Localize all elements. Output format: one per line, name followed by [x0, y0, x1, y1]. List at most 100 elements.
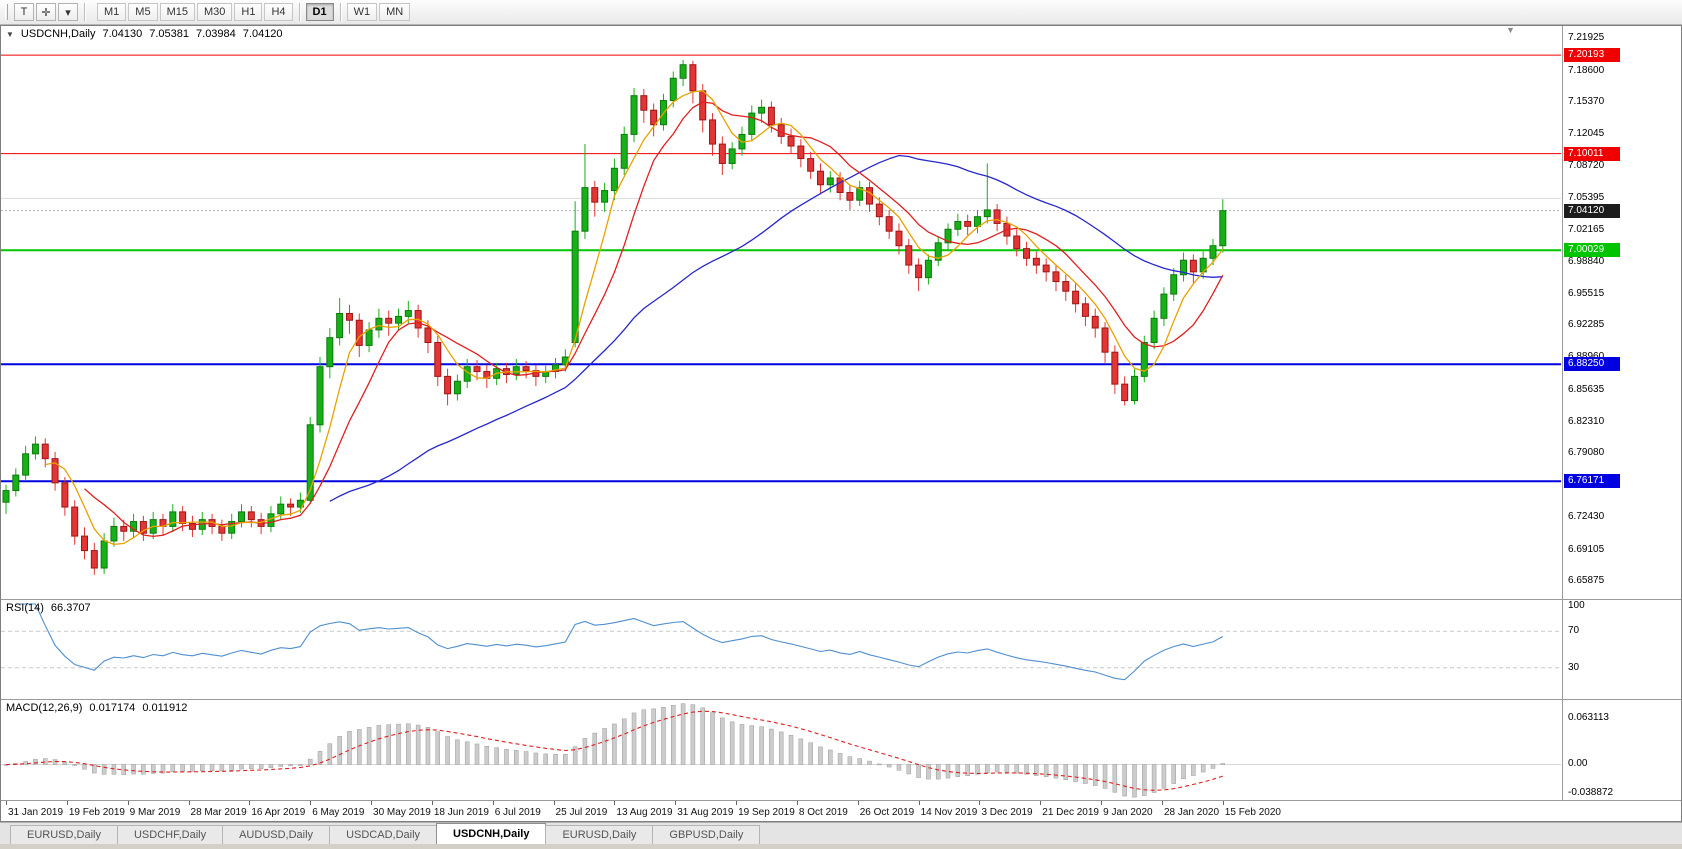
bottom-strip — [0, 844, 1682, 848]
ohlc-high: 7.05381 — [149, 28, 190, 40]
text-tool-button[interactable]: T — [14, 3, 34, 21]
chart-tab-eurusd-5[interactable]: EURUSD,Daily — [545, 825, 654, 844]
macd-bar — [720, 717, 725, 765]
macd-bar — [749, 725, 755, 765]
candle-body — [748, 112, 756, 135]
candle-body — [1140, 342, 1148, 377]
candle-body — [875, 203, 883, 218]
price-tick-label: 7.15370 — [1568, 95, 1605, 107]
macd-bar — [150, 764, 156, 774]
candle-body — [856, 187, 864, 201]
date-tick — [249, 801, 251, 805]
chart-tab-eurusd-0[interactable]: EURUSD,Daily — [10, 825, 118, 844]
tool-dropdown-button[interactable]: ▾ — [58, 3, 78, 21]
chart-tab-audusd-2[interactable]: AUDUSD,Daily — [222, 825, 331, 844]
chevron-down-icon[interactable]: ▼ — [6, 30, 14, 39]
chart-window: ▼ USDCNH,Daily 7.04130 7.05381 7.03984 7.0412… — [0, 25, 1682, 822]
macd-bar — [857, 758, 862, 765]
macd-bar — [170, 764, 176, 773]
panel-separator[interactable] — [1, 599, 1681, 600]
macd-bar — [700, 707, 705, 765]
date-label: 31 Aug 2019 — [677, 807, 734, 818]
macd-bar — [828, 749, 833, 765]
timeframe-button-d1[interactable]: D1 — [305, 3, 334, 21]
chart-tab-usdchf-1[interactable]: USDCHF,Daily — [116, 825, 224, 844]
timeframe-button-m15[interactable]: M15 — [159, 3, 195, 21]
date-tick — [553, 801, 555, 805]
macd-bar — [621, 718, 627, 765]
date-label: 14 Nov 2019 — [920, 807, 978, 818]
timeframe-button-m30[interactable]: M30 — [196, 3, 233, 21]
macd-bar — [778, 731, 784, 765]
date-label: 21 Dec 2019 — [1042, 807, 1099, 818]
macd-bar — [92, 764, 97, 774]
chart-tab-gbpusd-6[interactable]: GBPUSD,Daily — [652, 825, 761, 844]
date-label: 28 Mar 2019 — [190, 807, 247, 818]
macd-bar — [307, 758, 313, 765]
crosshair-tool-button[interactable]: ✛ — [36, 3, 56, 21]
panel-separator[interactable] — [1, 699, 1681, 700]
macd-bar — [278, 764, 284, 767]
date-label: 28 Jan 2020 — [1163, 807, 1220, 818]
chart-tab-usdcnh-4[interactable]: USDCNH,Daily — [436, 823, 547, 844]
level-price-badge: 7.00029 — [1564, 243, 1620, 258]
timeframe-button-mn[interactable]: MN — [379, 3, 411, 21]
macd-bar — [553, 754, 558, 765]
timeframe-button-h4[interactable]: H4 — [264, 3, 293, 21]
macd-bar — [474, 743, 480, 765]
candle-body — [100, 540, 108, 569]
macd-bar — [1083, 764, 1088, 784]
timeframe-button-w1[interactable]: W1 — [346, 3, 378, 21]
candle-body — [1130, 375, 1138, 402]
macd-bar — [523, 751, 529, 765]
candle-body — [1072, 290, 1080, 305]
macd-bar — [867, 760, 872, 765]
date-tick — [918, 801, 920, 805]
macd-chart-canvas[interactable] — [1, 700, 1561, 800]
candle-body — [385, 317, 393, 324]
timeframe-button-m1[interactable]: M1 — [97, 3, 127, 21]
timeframe-button-m5[interactable]: M5 — [128, 3, 158, 21]
candle-body — [12, 474, 20, 492]
candle-body — [61, 482, 69, 508]
date-axis[interactable]: 31 Jan 2019 19 Feb 2019 9 Mar 2019 28 Mar 2… — [1, 800, 1681, 821]
date-tick — [188, 801, 190, 805]
candle-body — [905, 245, 913, 266]
date-label: 30 May 2019 — [373, 807, 431, 818]
chart-tab-usdcad-3[interactable]: USDCAD,Daily — [329, 825, 438, 844]
candle-body — [1023, 248, 1031, 259]
candle-body — [395, 315, 403, 324]
candles[interactable] — [2, 59, 1227, 575]
macd-bar — [72, 764, 77, 766]
chart-shift-marker-icon[interactable]: ▼ — [1506, 25, 1515, 35]
toolbar-grip[interactable] — [5, 4, 8, 20]
candle-body — [139, 521, 147, 534]
timeframe-button-h1[interactable]: H1 — [234, 3, 263, 21]
candle-body — [1111, 351, 1119, 385]
macd-bar — [1191, 764, 1196, 776]
candle-body — [90, 550, 98, 569]
candle-body — [1219, 210, 1227, 247]
macd-bar — [759, 726, 764, 765]
candle-body — [669, 77, 677, 102]
macd-bar — [396, 723, 401, 765]
candle-body — [277, 503, 285, 515]
macd-bar — [808, 742, 813, 765]
rsi-axis: 100 70 30 — [1562, 600, 1681, 699]
macd-bar — [239, 764, 244, 770]
toolbar-separator — [84, 3, 85, 21]
toolbar-separator — [298, 3, 300, 21]
candle-body — [983, 209, 991, 218]
macd-bar — [641, 709, 647, 765]
main-chart-canvas[interactable] — [1, 26, 1561, 599]
macd-bar — [1004, 764, 1010, 773]
candle-body — [2, 490, 10, 503]
date-tick — [1101, 801, 1103, 805]
candle-body — [345, 312, 353, 321]
rsi-chart-canvas[interactable] — [1, 600, 1561, 699]
price-axis[interactable]: 7.21925 7.18600 7.15370 7.12045 7.08720 7.053… — [1562, 26, 1681, 599]
candle-body — [179, 511, 187, 525]
main-price-panel: ▼ USDCNH,Daily 7.04130 7.05381 7.03984 7.0412… — [1, 26, 1681, 599]
candle-body — [365, 329, 373, 346]
date-tick — [431, 801, 433, 805]
